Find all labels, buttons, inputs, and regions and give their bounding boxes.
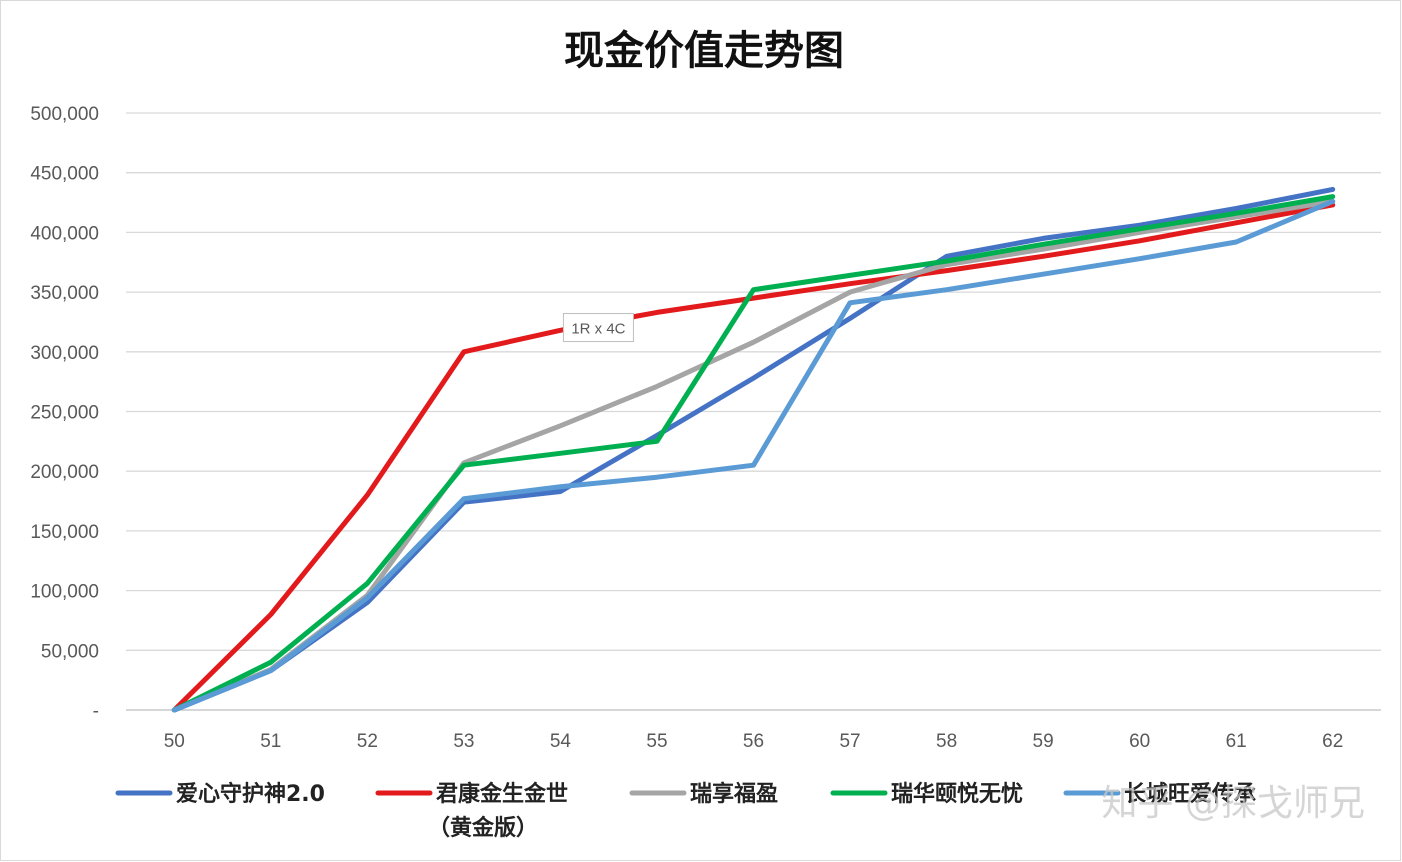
legend-label: （黄金版） — [428, 815, 538, 841]
series-line-1 — [171, 186, 1336, 713]
watermark-text: 知乎 @探戈师兄 — [1102, 783, 1365, 824]
legend-label: 爱心守护神2.0 — [176, 781, 325, 807]
y-tick-label: 400,000 — [30, 223, 99, 244]
annotation-label: 1R x 4C — [562, 313, 634, 343]
y-tick-label: 250,000 — [30, 403, 99, 424]
legend-label: 瑞享福盈 — [690, 781, 778, 807]
series-line-2 — [171, 202, 1336, 713]
x-tick-label: 59 — [1033, 731, 1054, 752]
chart-title: 现金价值走势图 — [564, 28, 844, 74]
x-tick-label: 54 — [550, 731, 572, 752]
annotations: 1R x 4C — [562, 313, 634, 343]
legend: 爱心守护神2.0 君康金生金世 （黄金版） 瑞享福盈 瑞华颐悦无忧 长城旺爱传承 — [115, 781, 1256, 841]
y-tick-label: 500,000 — [30, 104, 99, 125]
legend-item-2: 君康金生金世 （黄金版） — [375, 781, 568, 841]
x-tick-label: 53 — [453, 731, 474, 752]
series-line-4 — [171, 194, 1336, 713]
series-line-5 — [171, 198, 1336, 713]
annotation-box — [562, 313, 634, 343]
x-tick-label: 56 — [743, 731, 764, 752]
x-tick-label: 61 — [1226, 731, 1247, 752]
y-tick-label: 100,000 — [30, 582, 99, 603]
x-axis-ticks: 50 51 52 53 54 55 56 57 58 59 60 61 62 — [164, 731, 1344, 752]
x-tick-label: 50 — [164, 731, 185, 752]
y-tick-label: 50,000 — [41, 641, 99, 662]
legend-item-5: 长城旺爱传承 — [1063, 781, 1256, 807]
y-tick-label: 350,000 — [30, 283, 99, 304]
x-tick-label: 52 — [357, 731, 378, 752]
legend-label: 瑞华颐悦无忧 — [891, 781, 1023, 807]
y-axis-ticks: - 50,000 100,000 150,000 200,000 250,000 300,0… — [30, 104, 99, 722]
legend-label: 长城旺爱传承 — [1124, 781, 1256, 807]
x-tick-label: 58 — [936, 731, 957, 752]
y-tick-label: 300,000 — [30, 343, 99, 364]
series-line-3 — [171, 198, 1336, 713]
legend-item-4: 瑞华颐悦无忧 — [830, 781, 1023, 807]
legend-item-3: 瑞享福盈 — [629, 781, 778, 807]
legend-item-1: 爱心守护神2.0 — [115, 781, 325, 807]
x-tick-label: 62 — [1322, 731, 1343, 752]
gridlines — [126, 112, 1381, 711]
x-tick-label: 51 — [260, 731, 281, 752]
y-tick-label: 150,000 — [30, 522, 99, 543]
x-tick-label: 57 — [839, 731, 860, 752]
annotation-text: 1R x 4C — [571, 321, 625, 338]
legend-label: 君康金生金世 — [436, 781, 568, 807]
x-tick-label: 60 — [1129, 731, 1150, 752]
x-tick-label: 55 — [646, 731, 667, 752]
y-tick-label: 450,000 — [30, 164, 99, 185]
y-tick-label: 200,000 — [30, 462, 99, 483]
y-tick-label: - — [93, 701, 99, 722]
series-lines — [171, 186, 1336, 713]
